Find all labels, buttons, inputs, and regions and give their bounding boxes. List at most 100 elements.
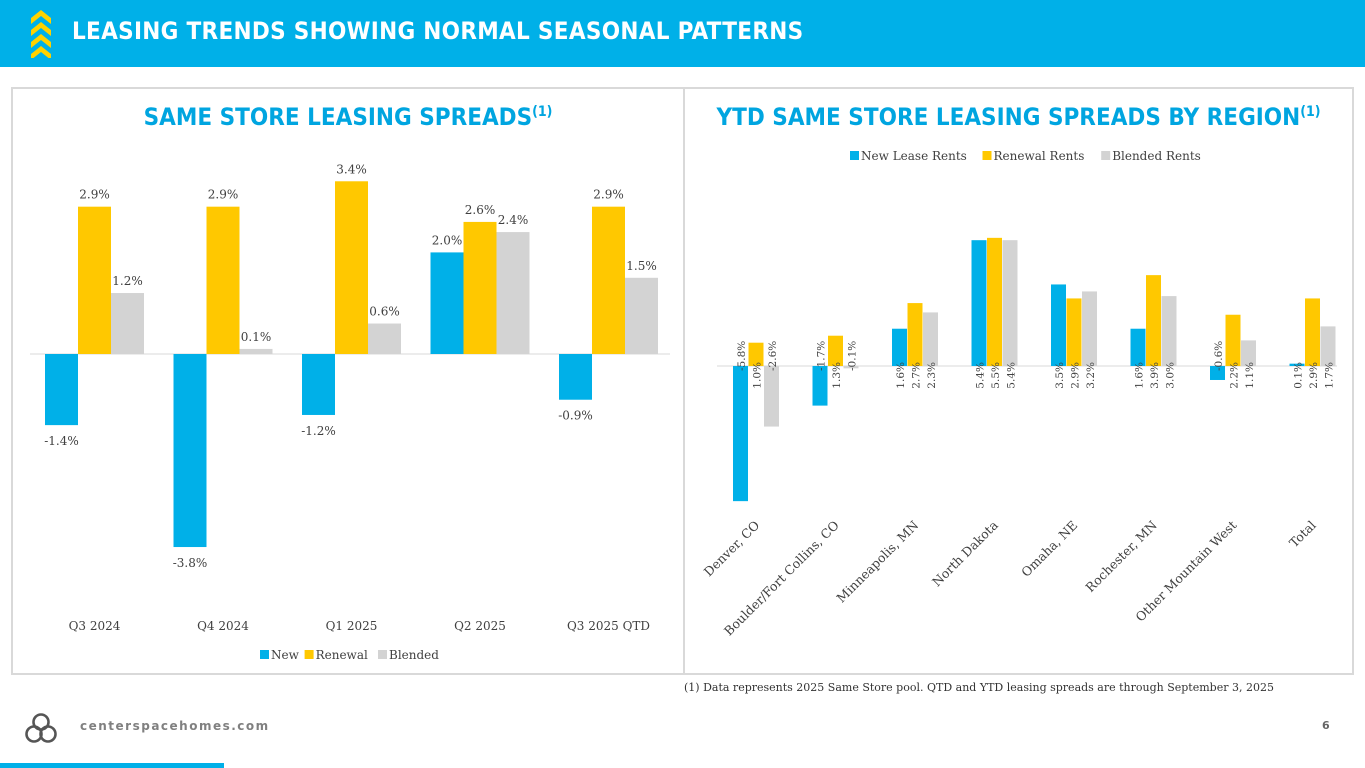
legend-label: Blended <box>389 648 439 662</box>
header-bar: LEASING TRENDS SHOWING NORMAL SEASONAL P… <box>0 0 1365 67</box>
same-store-spreads-chart: -1.4% 2.9% 1.2% Q3 2024 -3.8% 2.9% 0.1% Q4 2024… <box>30 162 670 662</box>
bar-new-lease-rents <box>1289 363 1305 366</box>
data-label: 1.6% <box>895 362 907 389</box>
x-tick-label: Q4 2024 <box>197 619 249 633</box>
bar-blended-rents <box>1161 296 1177 366</box>
centerspace-logo-icon <box>25 713 57 743</box>
bar-new-lease-rents <box>1210 366 1225 380</box>
page-number: 6 <box>1322 719 1330 732</box>
data-label: 2.6% <box>465 203 496 217</box>
data-label: 2.4% <box>498 213 529 227</box>
legend-swatch-new <box>260 650 269 659</box>
bar-renewal-rents <box>1305 298 1320 366</box>
data-label: -0.9% <box>558 409 593 423</box>
bar-renewal-rents <box>828 335 843 366</box>
region-spreads-chart: -5.8%1.0%-2.6%Denver, CO-1.7%1.3%-0.1%Bo… <box>701 149 1337 639</box>
data-label: 5.5% <box>990 362 1002 389</box>
x-tick-label: North Dakota <box>929 517 1001 589</box>
left-chart-panel: SAME STORE LEASING SPREADS(1) -1.4% 2.9% 1… <box>11 87 685 675</box>
bar-renewal-rents <box>907 303 923 366</box>
data-label: 2.9% <box>208 188 239 202</box>
data-label: 2.9% <box>79 188 110 202</box>
data-label: 1.6% <box>1133 362 1145 389</box>
bar-blended-rents <box>923 312 938 366</box>
data-label: 1.0% <box>751 362 763 389</box>
website-link[interactable]: centerspacehomes.com <box>80 719 270 733</box>
x-tick-label: Rochester, MN <box>1082 517 1159 594</box>
x-tick-label: Q1 2025 <box>326 619 378 633</box>
bar-blended <box>496 232 530 354</box>
data-label: 0.1% <box>241 330 272 344</box>
data-label: -5.8% <box>736 341 748 371</box>
bar-new <box>430 252 464 354</box>
x-tick-label: Q3 2025 QTD <box>567 619 650 633</box>
data-label: 1.5% <box>626 259 657 273</box>
legend-swatch-renewal-rents <box>982 151 992 160</box>
data-label: 1.2% <box>112 274 143 288</box>
bar-renewal <box>78 206 111 354</box>
legend-label: Renewal <box>316 648 368 662</box>
bar-new-lease-rents <box>971 240 987 366</box>
data-label: 5.4% <box>1005 362 1017 389</box>
right-chart-panel: YTD SAME STORE LEASING SPREADS BY REGION… <box>683 87 1354 675</box>
bar-blended <box>368 323 401 354</box>
bar-renewal-rents <box>1146 275 1161 366</box>
footnote: (1) Data represents 2025 Same Store pool… <box>684 681 1274 694</box>
bar-blended-rents <box>764 366 779 427</box>
left-chart-title: SAME STORE LEASING SPREADS(1) <box>143 103 553 131</box>
bar-renewal-rents <box>748 342 764 366</box>
legend-swatch-blended <box>378 650 387 659</box>
bar-renewal-rents <box>1066 298 1082 366</box>
data-label: 3.4% <box>336 162 367 176</box>
bar-renewal <box>335 181 368 354</box>
legend-swatch-blended-rents <box>1101 151 1111 160</box>
page-title: LEASING TRENDS SHOWING NORMAL SEASONAL P… <box>72 17 804 45</box>
data-label: 2.7% <box>910 362 922 389</box>
chevron-logo-icon <box>31 10 51 58</box>
data-label: 3.0% <box>1164 362 1176 389</box>
legend-label: Renewal Rents <box>994 149 1085 163</box>
bar-new-lease-rents <box>812 366 828 406</box>
x-tick-label: Total <box>1286 518 1319 551</box>
data-label: 1.3% <box>831 362 843 389</box>
bar-renewal-rents <box>1225 314 1241 366</box>
data-label: 1.7% <box>1323 362 1335 389</box>
data-label: 0.6% <box>369 305 400 319</box>
data-label: 2.0% <box>432 233 463 247</box>
legend-label: New Lease Rents <box>861 149 967 163</box>
bottom-accent-bar <box>0 763 224 768</box>
data-label: 2.2% <box>1228 362 1240 389</box>
legend-label: Blended Rents <box>1112 149 1201 163</box>
data-label: -0.1% <box>846 341 858 371</box>
data-label: -1.7% <box>815 341 827 371</box>
data-label: 1.1% <box>1244 362 1256 389</box>
data-label: -3.8% <box>173 556 208 570</box>
x-tick-label: Q2 2025 <box>454 619 506 633</box>
data-label: 0.1% <box>1292 362 1304 389</box>
bar-blended-rents <box>843 366 859 369</box>
x-tick-label: Q3 2024 <box>69 619 121 633</box>
bar-new-lease-rents <box>1130 328 1146 366</box>
data-label: 2.3% <box>926 362 938 389</box>
data-label: -1.2% <box>301 424 336 438</box>
data-label: 5.4% <box>974 362 986 389</box>
bar-new <box>559 354 592 400</box>
bar-blended-rents <box>1002 240 1018 366</box>
bar-new <box>45 354 78 426</box>
bar-blended <box>625 277 658 354</box>
bar-blended-rents <box>1082 291 1097 366</box>
legend-swatch-renewal <box>304 650 314 659</box>
bar-new-lease-rents <box>733 366 748 502</box>
bar-renewal <box>463 221 497 354</box>
bar-blended <box>239 348 273 354</box>
right-chart-title: YTD SAME STORE LEASING SPREADS BY REGION… <box>716 103 1321 131</box>
bar-renewal <box>592 206 625 354</box>
data-label: 2.9% <box>593 188 624 202</box>
x-tick-label: Denver, CO <box>701 518 763 580</box>
data-label: 3.5% <box>1054 362 1066 389</box>
bar-renewal <box>206 206 240 354</box>
data-label: 2.9% <box>1069 362 1081 389</box>
data-label: -0.6% <box>1213 341 1225 371</box>
bar-new-lease-rents <box>1051 284 1066 366</box>
data-label: 3.2% <box>1085 362 1097 389</box>
